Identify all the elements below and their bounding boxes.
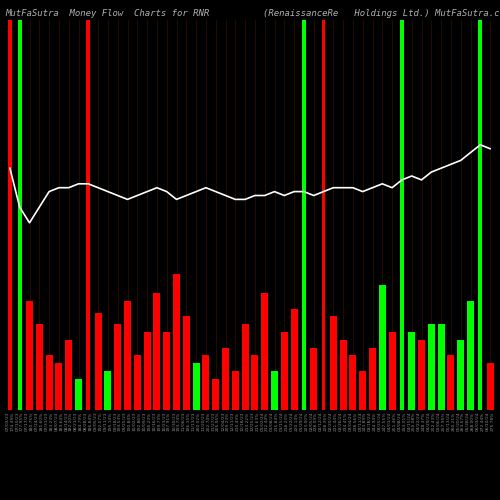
Bar <box>252 356 258 410</box>
Bar <box>183 316 190 410</box>
Bar <box>486 363 494 410</box>
Bar <box>202 356 209 410</box>
Bar <box>222 348 229 410</box>
Bar <box>232 371 238 410</box>
Bar <box>448 356 454 410</box>
Bar <box>18 20 22 410</box>
Bar <box>75 379 82 410</box>
Bar <box>66 340 72 410</box>
Bar <box>408 332 415 410</box>
Bar <box>310 348 317 410</box>
Bar <box>467 301 474 410</box>
Bar <box>36 324 43 410</box>
Bar <box>360 371 366 410</box>
Bar <box>173 274 180 410</box>
Bar <box>124 301 131 410</box>
Bar <box>322 20 326 410</box>
Bar <box>340 340 346 410</box>
Bar <box>458 340 464 410</box>
Bar <box>8 20 12 410</box>
Bar <box>104 371 112 410</box>
Bar <box>330 316 336 410</box>
Bar <box>478 20 482 410</box>
Text: MutFaSutra  Money Flow  Charts for RNR          (RenaissanceRe   Holdings Ltd.) : MutFaSutra Money Flow Charts for RNR (Re… <box>5 9 500 18</box>
Bar <box>379 285 386 410</box>
Bar <box>114 324 121 410</box>
Bar <box>262 293 268 410</box>
Bar <box>134 356 140 410</box>
Bar <box>46 356 52 410</box>
Bar <box>144 332 150 410</box>
Bar <box>438 324 444 410</box>
Bar <box>271 371 278 410</box>
Bar <box>428 324 434 410</box>
Bar <box>369 348 376 410</box>
Bar <box>302 20 306 410</box>
Bar <box>164 332 170 410</box>
Bar <box>56 363 62 410</box>
Bar <box>242 324 248 410</box>
Bar <box>212 379 219 410</box>
Bar <box>350 356 356 410</box>
Bar <box>388 332 396 410</box>
Bar <box>154 293 160 410</box>
Bar <box>418 340 425 410</box>
Bar <box>192 363 200 410</box>
Bar <box>400 20 404 410</box>
Bar <box>94 312 102 410</box>
Bar <box>290 308 298 410</box>
Bar <box>281 332 287 410</box>
Bar <box>86 20 90 410</box>
Bar <box>26 301 33 410</box>
